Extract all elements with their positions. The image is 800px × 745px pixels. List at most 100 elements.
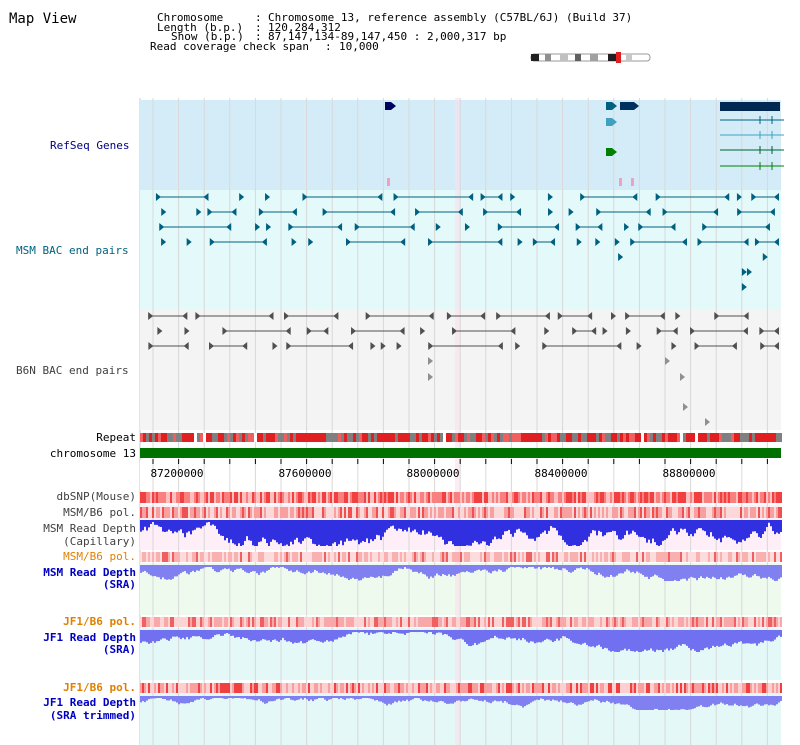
depth-bar — [192, 565, 194, 571]
heatmap-cell — [716, 552, 718, 562]
depth-bar — [532, 520, 534, 539]
depth-bar — [562, 565, 564, 569]
heatmap-cell — [734, 617, 736, 627]
heatmap-cell — [342, 683, 344, 693]
heatmap-cell — [578, 683, 580, 693]
repeat-mark — [542, 433, 545, 442]
b6n-bac-pair-end — [665, 357, 670, 365]
heatmap-cell — [274, 617, 276, 627]
heatmap-cell — [194, 507, 196, 518]
heatmap-cell — [318, 492, 320, 503]
heatmap-cell — [662, 507, 664, 518]
depth-bar — [434, 520, 436, 536]
depth-bar — [384, 565, 386, 577]
heatmap-cell — [238, 617, 240, 627]
heatmap-cell — [350, 683, 352, 693]
depth-bar — [458, 565, 460, 574]
depth-bar — [460, 520, 462, 546]
depth-bar — [466, 696, 468, 701]
b6n-bac-pair-end — [694, 342, 700, 350]
repeat-mark — [698, 433, 701, 442]
depth-bar — [602, 520, 604, 537]
heatmap-cell — [470, 507, 472, 518]
depth-bar — [478, 696, 480, 701]
heatmap-cell — [614, 552, 616, 562]
depth-bar — [514, 565, 516, 568]
heatmap-cell — [678, 507, 680, 518]
heatmap-cell — [350, 492, 352, 503]
heatmap-cell — [294, 552, 296, 562]
heatmap-cell — [374, 552, 376, 562]
b6n-bac-pair-end — [759, 327, 765, 335]
refseq-genes-label: RefSeq Genes — [50, 139, 130, 152]
msm-bac-pair-end — [596, 208, 602, 216]
heatmap-cell — [328, 552, 330, 562]
heatmap-cell — [418, 507, 420, 518]
depth-bar — [246, 630, 248, 639]
depth-bar — [222, 696, 224, 699]
b6n-bac-pair-end — [365, 312, 371, 320]
heatmap-cell — [190, 492, 192, 503]
heatmap-cell — [276, 552, 278, 562]
depth-bar — [656, 565, 658, 576]
heatmap-cell — [456, 507, 458, 518]
repeat-mark — [761, 433, 764, 442]
heatmap-cell — [502, 492, 504, 503]
depth-bar — [688, 630, 690, 648]
heatmap-cell — [160, 507, 162, 518]
msm-bac-pair-end — [624, 223, 630, 231]
heatmap-cell — [538, 552, 540, 562]
heatmap-cell — [620, 683, 622, 693]
depth-bar — [292, 630, 294, 644]
heatmap-cell — [228, 683, 230, 693]
depth-bar — [140, 565, 142, 573]
depth-bar — [154, 565, 156, 576]
depth-bar — [316, 630, 318, 641]
heatmap-cell — [484, 617, 486, 627]
heatmap-cell — [382, 552, 384, 562]
heatmap-cell — [304, 617, 306, 627]
heatmap-cell — [220, 552, 222, 562]
depth-bar — [760, 520, 762, 538]
heatmap-cell — [550, 492, 552, 503]
heatmap-cell — [560, 683, 562, 693]
heatmap-cell — [440, 552, 442, 562]
heatmap-cell — [448, 683, 450, 693]
heatmap-cell — [478, 552, 480, 562]
depth-bar — [326, 630, 328, 641]
heatmap-cell — [590, 492, 592, 503]
heatmap-cell — [632, 683, 634, 693]
depth-bar — [696, 630, 698, 652]
heatmap-cell — [268, 552, 270, 562]
heatmap-cell — [516, 552, 518, 562]
depth-bar — [436, 630, 438, 633]
heatmap-cell — [374, 683, 376, 693]
heatmap-cell — [468, 683, 470, 693]
msm-bac-pair-end — [741, 268, 747, 276]
heatmap-cell — [610, 507, 612, 518]
repeat-mark — [581, 433, 584, 442]
heatmap-cell — [682, 617, 684, 627]
repeat-mark — [740, 433, 743, 442]
heatmap-cell — [620, 552, 622, 562]
heatmap-cell — [358, 492, 360, 503]
depth-bar — [410, 630, 412, 632]
heatmap-cell — [432, 552, 434, 562]
heatmap-cell — [420, 552, 422, 562]
heatmap-cell — [366, 683, 368, 693]
heatmap-cell — [308, 492, 310, 503]
heatmap-cell — [264, 683, 266, 693]
depth-bar — [682, 630, 684, 645]
heatmap-cell — [718, 507, 720, 518]
depth-bar — [628, 565, 630, 571]
depth-bar — [144, 520, 146, 527]
depth-bar — [486, 520, 488, 546]
heatmap-cell — [234, 617, 236, 627]
heatmap-cell — [780, 683, 782, 693]
depth-bar — [368, 630, 370, 635]
heatmap-cell — [776, 507, 778, 518]
depth-bar — [686, 520, 688, 533]
b6n-bac-pair-end — [774, 342, 779, 350]
depth-bar — [604, 696, 606, 703]
